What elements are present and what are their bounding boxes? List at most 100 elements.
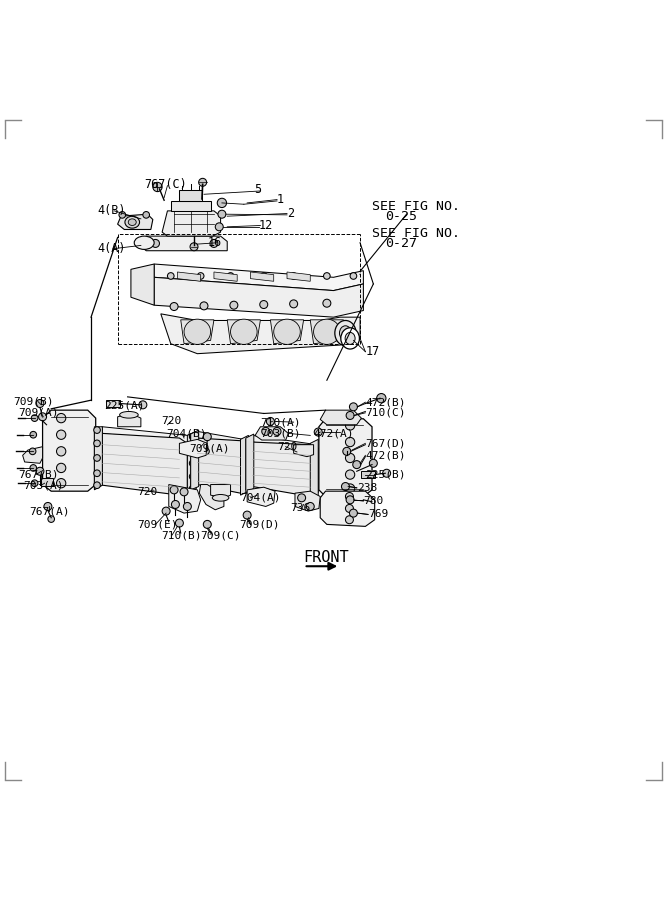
- Circle shape: [343, 447, 351, 455]
- Text: 704(A): 704(A): [241, 493, 281, 503]
- Text: 12: 12: [259, 219, 273, 232]
- Polygon shape: [246, 434, 253, 492]
- Circle shape: [151, 239, 159, 248]
- Circle shape: [346, 492, 354, 500]
- Circle shape: [350, 273, 357, 279]
- Circle shape: [36, 400, 44, 408]
- Circle shape: [350, 403, 358, 410]
- Circle shape: [36, 467, 44, 475]
- Text: 709(D): 709(D): [239, 519, 279, 529]
- Circle shape: [31, 415, 38, 421]
- Text: 709(E): 709(E): [137, 519, 178, 529]
- Ellipse shape: [231, 320, 257, 345]
- Circle shape: [230, 302, 238, 310]
- Circle shape: [39, 413, 47, 421]
- Text: 2: 2: [287, 207, 294, 220]
- Polygon shape: [287, 272, 310, 282]
- Circle shape: [203, 448, 209, 454]
- Ellipse shape: [212, 494, 229, 501]
- Circle shape: [189, 473, 196, 480]
- Text: 710(A): 710(A): [260, 417, 301, 428]
- Polygon shape: [139, 236, 227, 251]
- Circle shape: [200, 302, 208, 310]
- Circle shape: [306, 502, 314, 510]
- Circle shape: [383, 469, 391, 477]
- Polygon shape: [251, 272, 273, 282]
- Circle shape: [199, 178, 207, 186]
- Circle shape: [243, 511, 251, 519]
- Polygon shape: [246, 436, 253, 490]
- Polygon shape: [94, 427, 102, 489]
- Circle shape: [189, 446, 196, 454]
- Ellipse shape: [184, 320, 211, 345]
- Polygon shape: [154, 264, 364, 291]
- Circle shape: [190, 243, 198, 251]
- Ellipse shape: [345, 332, 355, 345]
- Text: 709(C): 709(C): [201, 530, 241, 540]
- Circle shape: [273, 428, 281, 436]
- Polygon shape: [214, 272, 237, 282]
- Ellipse shape: [273, 320, 300, 345]
- Polygon shape: [94, 427, 102, 490]
- Circle shape: [94, 470, 100, 477]
- Circle shape: [29, 448, 36, 454]
- Polygon shape: [154, 277, 364, 317]
- Text: 780: 780: [364, 496, 384, 506]
- Text: 720: 720: [137, 487, 158, 497]
- Polygon shape: [241, 436, 249, 495]
- Circle shape: [94, 482, 100, 489]
- Circle shape: [377, 393, 386, 403]
- Circle shape: [57, 413, 66, 423]
- Circle shape: [170, 486, 178, 494]
- Text: 720: 720: [161, 417, 181, 427]
- Ellipse shape: [341, 328, 360, 349]
- Polygon shape: [319, 418, 372, 497]
- Ellipse shape: [119, 411, 138, 418]
- Polygon shape: [310, 320, 344, 344]
- Text: 767(C): 767(C): [144, 178, 187, 191]
- Text: 710(B): 710(B): [161, 530, 201, 540]
- Text: 472(B): 472(B): [366, 450, 406, 460]
- Polygon shape: [179, 439, 207, 458]
- Polygon shape: [199, 484, 224, 509]
- Circle shape: [175, 519, 183, 527]
- Circle shape: [189, 434, 196, 440]
- Circle shape: [346, 505, 354, 512]
- Polygon shape: [295, 491, 320, 511]
- Circle shape: [323, 273, 330, 279]
- Polygon shape: [253, 442, 318, 497]
- Polygon shape: [131, 264, 154, 305]
- Circle shape: [346, 437, 355, 446]
- Polygon shape: [255, 427, 288, 440]
- Circle shape: [170, 302, 178, 310]
- Polygon shape: [247, 487, 275, 507]
- Ellipse shape: [313, 320, 340, 345]
- Circle shape: [203, 433, 211, 441]
- Polygon shape: [181, 320, 214, 344]
- Circle shape: [323, 299, 331, 307]
- Text: 709(A): 709(A): [18, 408, 59, 418]
- Ellipse shape: [134, 236, 154, 249]
- Polygon shape: [310, 439, 318, 500]
- Circle shape: [290, 273, 297, 279]
- Text: 710(C): 710(C): [366, 408, 406, 418]
- Text: 767(D): 767(D): [366, 438, 406, 448]
- Circle shape: [171, 500, 179, 508]
- Text: 767(A): 767(A): [29, 506, 70, 516]
- Polygon shape: [117, 214, 153, 230]
- Polygon shape: [171, 201, 211, 211]
- Polygon shape: [23, 446, 43, 464]
- Polygon shape: [270, 320, 303, 344]
- Circle shape: [143, 212, 149, 218]
- Circle shape: [342, 482, 350, 491]
- Circle shape: [350, 509, 358, 518]
- Polygon shape: [191, 430, 199, 490]
- Text: 704(B): 704(B): [166, 428, 207, 438]
- Circle shape: [162, 507, 170, 515]
- Text: 238: 238: [357, 483, 377, 493]
- Circle shape: [260, 273, 267, 279]
- Circle shape: [210, 239, 218, 248]
- Text: 736: 736: [290, 503, 311, 514]
- Circle shape: [167, 273, 174, 279]
- Circle shape: [57, 430, 66, 439]
